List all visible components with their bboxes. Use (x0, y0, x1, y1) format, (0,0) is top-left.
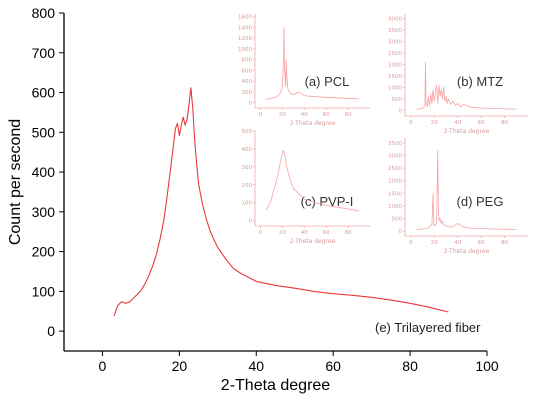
inset-b-series-line (416, 61, 517, 110)
main-x-tick-label: 60 (325, 358, 341, 374)
inset-b-y-tick-label: 1500 (388, 74, 402, 80)
inset-d-y-tick-label: 2000 (388, 179, 402, 185)
inset-a-x-tick-label: 0 (259, 112, 263, 118)
inset-d-x-title: 2-Theta degree (444, 248, 490, 255)
main-x-tick-label: 0 (99, 358, 107, 374)
main-x-tick-label: 100 (475, 358, 499, 374)
inset-d-y-tick-label: 3500 (388, 141, 402, 147)
inset-c-y-tick-label: 400 (242, 147, 253, 153)
x-axis-title: 2-Theta degree (221, 377, 331, 394)
inset-b-x-tick-label: 0 (409, 120, 413, 126)
main-y-tick-label: 400 (32, 164, 56, 180)
inset-a-y-tick-label: 400 (242, 79, 253, 85)
inset-a-y-tick-label: 0 (249, 101, 253, 107)
inset-d-x-tick-label: 80 (501, 240, 508, 246)
trilayered-fiber-label: (e) Trilayered fiber (375, 320, 481, 335)
inset-a-y-tick-label: 1600 (238, 15, 252, 21)
main-y-tick-label: 800 (32, 5, 56, 21)
inset-a-label: (a) PCL (305, 74, 350, 89)
inset-d-y-tick-label: 500 (392, 216, 403, 222)
inset-a-series-line (265, 26, 360, 100)
inset-a-y-tick-label: 1400 (238, 25, 252, 31)
main-y-tick-label: 600 (32, 85, 56, 101)
inset-d-x-tick-label: 20 (431, 240, 438, 246)
inset-c-label: (c) PVP-I (301, 194, 354, 209)
inset-d-y-tick-label: 0 (399, 229, 403, 235)
inset-d-x-tick-label: 60 (478, 240, 485, 246)
inset-b-y-tick-label: 0 (399, 108, 403, 114)
inset-b-x-tick-label: 20 (431, 120, 438, 126)
inset-a-y-tick-label: 600 (242, 68, 253, 74)
inset-d-x-tick-label: 0 (409, 240, 413, 246)
inset-d-y-tick-label: 1500 (388, 191, 402, 197)
inset-c-x-title: 2-Theta degree (290, 238, 336, 245)
inset-b-y-tick-label: 2000 (388, 62, 402, 68)
main-y-tick-label: 200 (32, 244, 56, 260)
inset-a-plot: 0 200 400 600 800 1000 1200 1400 1600 0 20 40 60 80 2-… (238, 14, 370, 127)
inset-b-y-tick-label: 2500 (388, 51, 402, 57)
inset-b-x-title: 2-Theta degree (444, 128, 490, 135)
inset-b-plot: 0 500 1000 1500 2000 2500 3000 3500 4000 0 20 40 60 8… (388, 14, 528, 135)
inset-c-x-tick-label: 40 (301, 230, 308, 236)
inset-c-y-tick-label: 0 (249, 219, 253, 225)
main-y-tick-label: 100 (32, 283, 56, 299)
inset-a-x-tick-label: 60 (323, 112, 330, 118)
inset-b-x-tick-label: 40 (454, 120, 461, 126)
inset-b-y-tick-label: 4000 (388, 17, 402, 23)
main-y-tick-label: 500 (32, 124, 56, 140)
inset-a-y-tick-label: 1000 (238, 47, 252, 53)
inset-c-x-tick-label: 20 (279, 230, 286, 236)
inset-d-y-tick-label: 3000 (388, 154, 402, 160)
main-x-tick-label: 20 (172, 358, 188, 374)
inset-c-x-tick-label: 80 (345, 230, 352, 236)
inset-d-y-tick-label: 1000 (388, 204, 402, 210)
inset-b-y-tick-label: 500 (392, 97, 403, 103)
y-axis-title: Count per second (7, 119, 24, 245)
inset-a-y-tick-label: 800 (242, 58, 253, 64)
main-y-tick-label: 700 (32, 45, 56, 61)
main-series-line (113, 87, 449, 317)
inset-b-y-tick-label: 3500 (388, 28, 402, 34)
inset-c-series-line (265, 150, 360, 212)
main-x-tick-label: 40 (248, 358, 264, 374)
inset-c-x-tick-label: 60 (323, 230, 330, 236)
main-y-tick-label: 300 (32, 204, 56, 220)
inset-b-y-tick-label: 1000 (388, 85, 402, 91)
inset-a-x-tick-label: 40 (301, 112, 308, 118)
inset-c-y-tick-label: 500 (242, 129, 253, 135)
inset-b-label: (b) MTZ (457, 74, 503, 89)
inset-a-x-tick-label: 80 (345, 112, 352, 118)
inset-d-y-tick-label: 2500 (388, 166, 402, 172)
inset-c-y-tick-label: 200 (242, 183, 253, 189)
inset-b-x-tick-label: 80 (501, 120, 508, 126)
inset-b-x-tick-label: 60 (478, 120, 485, 126)
inset-a-y-tick-label: 200 (242, 90, 253, 96)
inset-a-x-title: 2-Theta degree (290, 120, 336, 127)
main-y-tick-label: 0 (47, 323, 55, 339)
main-x-tick-label: 80 (402, 358, 418, 374)
inset-d-plot: 0 500 1000 1500 2000 2500 3000 3500 0 20 40 60 80 2-T… (388, 138, 528, 255)
inset-a-x-tick-label: 20 (279, 112, 286, 118)
inset-d-x-tick-label: 40 (454, 240, 461, 246)
inset-d-label: (d) PEG (457, 194, 504, 209)
inset-c-plot: 0 100 200 300 400 500 0 20 40 60 80 2-Theta degree (… (242, 129, 370, 245)
inset-c-y-tick-label: 300 (242, 165, 253, 171)
inset-b-y-tick-label: 3000 (388, 40, 402, 46)
inset-a-y-tick-label: 1200 (238, 36, 252, 42)
inset-d-series-line (416, 150, 517, 231)
inset-c-x-tick-label: 0 (259, 230, 263, 236)
inset-c-y-tick-label: 100 (242, 201, 253, 207)
